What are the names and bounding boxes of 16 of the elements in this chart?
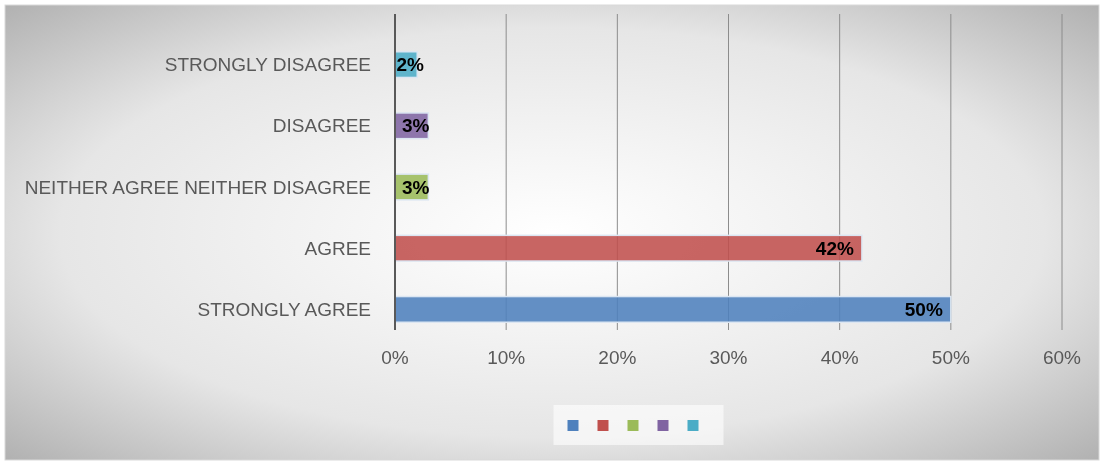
bar: [394, 295, 952, 323]
data-label: 50%: [904, 299, 943, 321]
y-tick-label: DISAGREE: [272, 115, 371, 137]
y-tick-label: NEITHER AGREE NEITHER DISAGREE: [24, 176, 371, 198]
y-tick-label: AGREE: [304, 237, 371, 259]
x-tick-label: 60%: [1042, 347, 1082, 368]
x-tick-label: 0%: [381, 347, 409, 368]
x-tick-label: 30%: [709, 347, 748, 368]
y-tick-label: STRONGLY DISAGREE: [164, 54, 371, 76]
y-tick-label: STRONGLY AGREE: [197, 299, 371, 321]
x-tick-label: 50%: [931, 347, 970, 368]
data-label: 42%: [815, 237, 854, 259]
x-tick-label: 40%: [820, 347, 859, 368]
bar: [394, 234, 863, 262]
x-tick-label: 10%: [487, 347, 526, 368]
x-tick-label: 20%: [598, 347, 637, 368]
